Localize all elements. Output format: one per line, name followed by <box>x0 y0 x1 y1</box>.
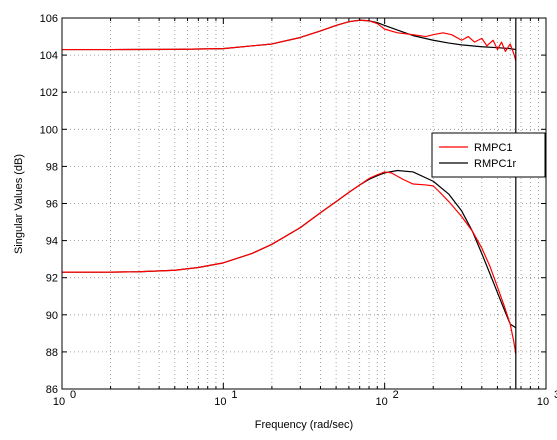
y-tick-label: 86 <box>46 384 58 396</box>
y-tick-label: 102 <box>40 87 58 99</box>
legend-box <box>431 132 546 178</box>
y-tick-label: 100 <box>40 124 58 136</box>
x-tick-exponent: 2 <box>393 389 399 401</box>
series-line-rmpc1 <box>62 171 517 354</box>
legend: RMPC1 RMPC1r <box>431 132 546 178</box>
x-tick-label: 10 <box>537 396 549 408</box>
y-tick-label: 104 <box>40 50 58 62</box>
grid <box>62 18 546 389</box>
y-tick-label: 106 <box>40 13 58 25</box>
y-tick-label: 88 <box>46 347 58 359</box>
y-tick-label: 92 <box>46 273 58 285</box>
x-tick-exponent: 0 <box>70 389 76 401</box>
x-tick-exponent: 3 <box>554 389 557 401</box>
axis-ticks: 86889092949698100102104106100101102103 <box>40 13 557 408</box>
plot-frame <box>61 17 547 390</box>
x-tick-label: 10 <box>376 396 388 408</box>
y-tick-label: 96 <box>46 199 58 211</box>
series-lines <box>62 18 517 389</box>
legend-label: RMPC1 <box>474 142 513 154</box>
x-axis-label: Frequency (rad/sec) <box>255 419 353 431</box>
legend-label: RMPC1r <box>474 158 517 170</box>
y-axis-label: Singular Values (dB) <box>13 154 25 254</box>
x-tick-label: 10 <box>214 396 226 408</box>
y-tick-label: 94 <box>46 236 58 248</box>
x-tick-exponent: 1 <box>231 389 237 401</box>
y-tick-label: 90 <box>46 310 58 322</box>
y-tick-label: 98 <box>46 161 58 173</box>
x-tick-label: 10 <box>53 396 65 408</box>
series-line-rmpc1 <box>62 19 517 61</box>
